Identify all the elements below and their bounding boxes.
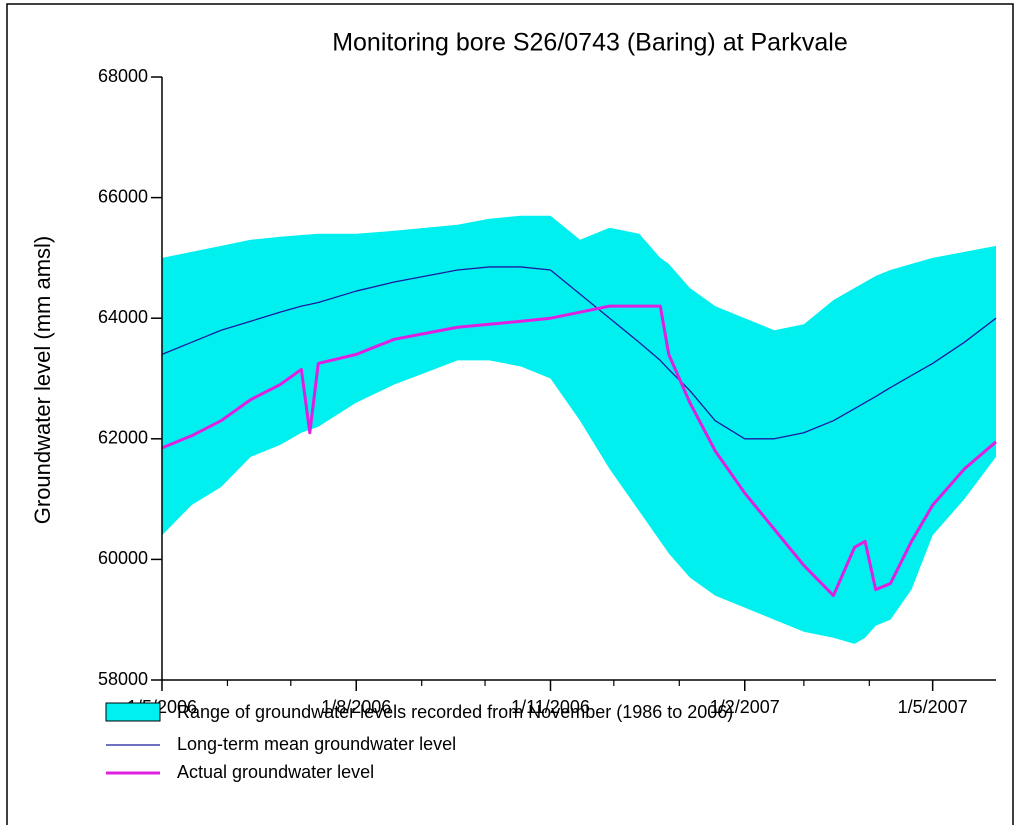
x-tick-label: 1/2/2007 [710, 697, 780, 717]
y-tick-label: 60000 [98, 548, 148, 568]
legend-label: Actual groundwater level [177, 762, 374, 782]
y-axis-label: Groundwater level (mm amsl) [30, 236, 55, 525]
x-tick-label: 1/8/2006 [321, 697, 391, 717]
series-line [161, 304, 997, 598]
frame [6, 3, 1014, 825]
y-tick-label: 62000 [98, 428, 148, 448]
y-tick-label: 68000 [98, 66, 148, 86]
y-tick-label: 64000 [98, 307, 148, 327]
legend-label: Long-term mean groundwater level [177, 734, 456, 754]
y-tick-label: 58000 [98, 669, 148, 689]
x-tick-label: 1/5/2007 [898, 697, 968, 717]
legend-label: Range of groundwater levels recorded fro… [177, 702, 733, 722]
range-band [162, 215, 996, 644]
series-line [161, 266, 997, 440]
x-tick-label: 1/11/2006 [511, 697, 590, 717]
chart-title: Monitoring bore S26/0743 (Baring) at Par… [332, 29, 848, 57]
legend-swatch [105, 702, 161, 722]
y-tick-label: 66000 [98, 186, 148, 206]
